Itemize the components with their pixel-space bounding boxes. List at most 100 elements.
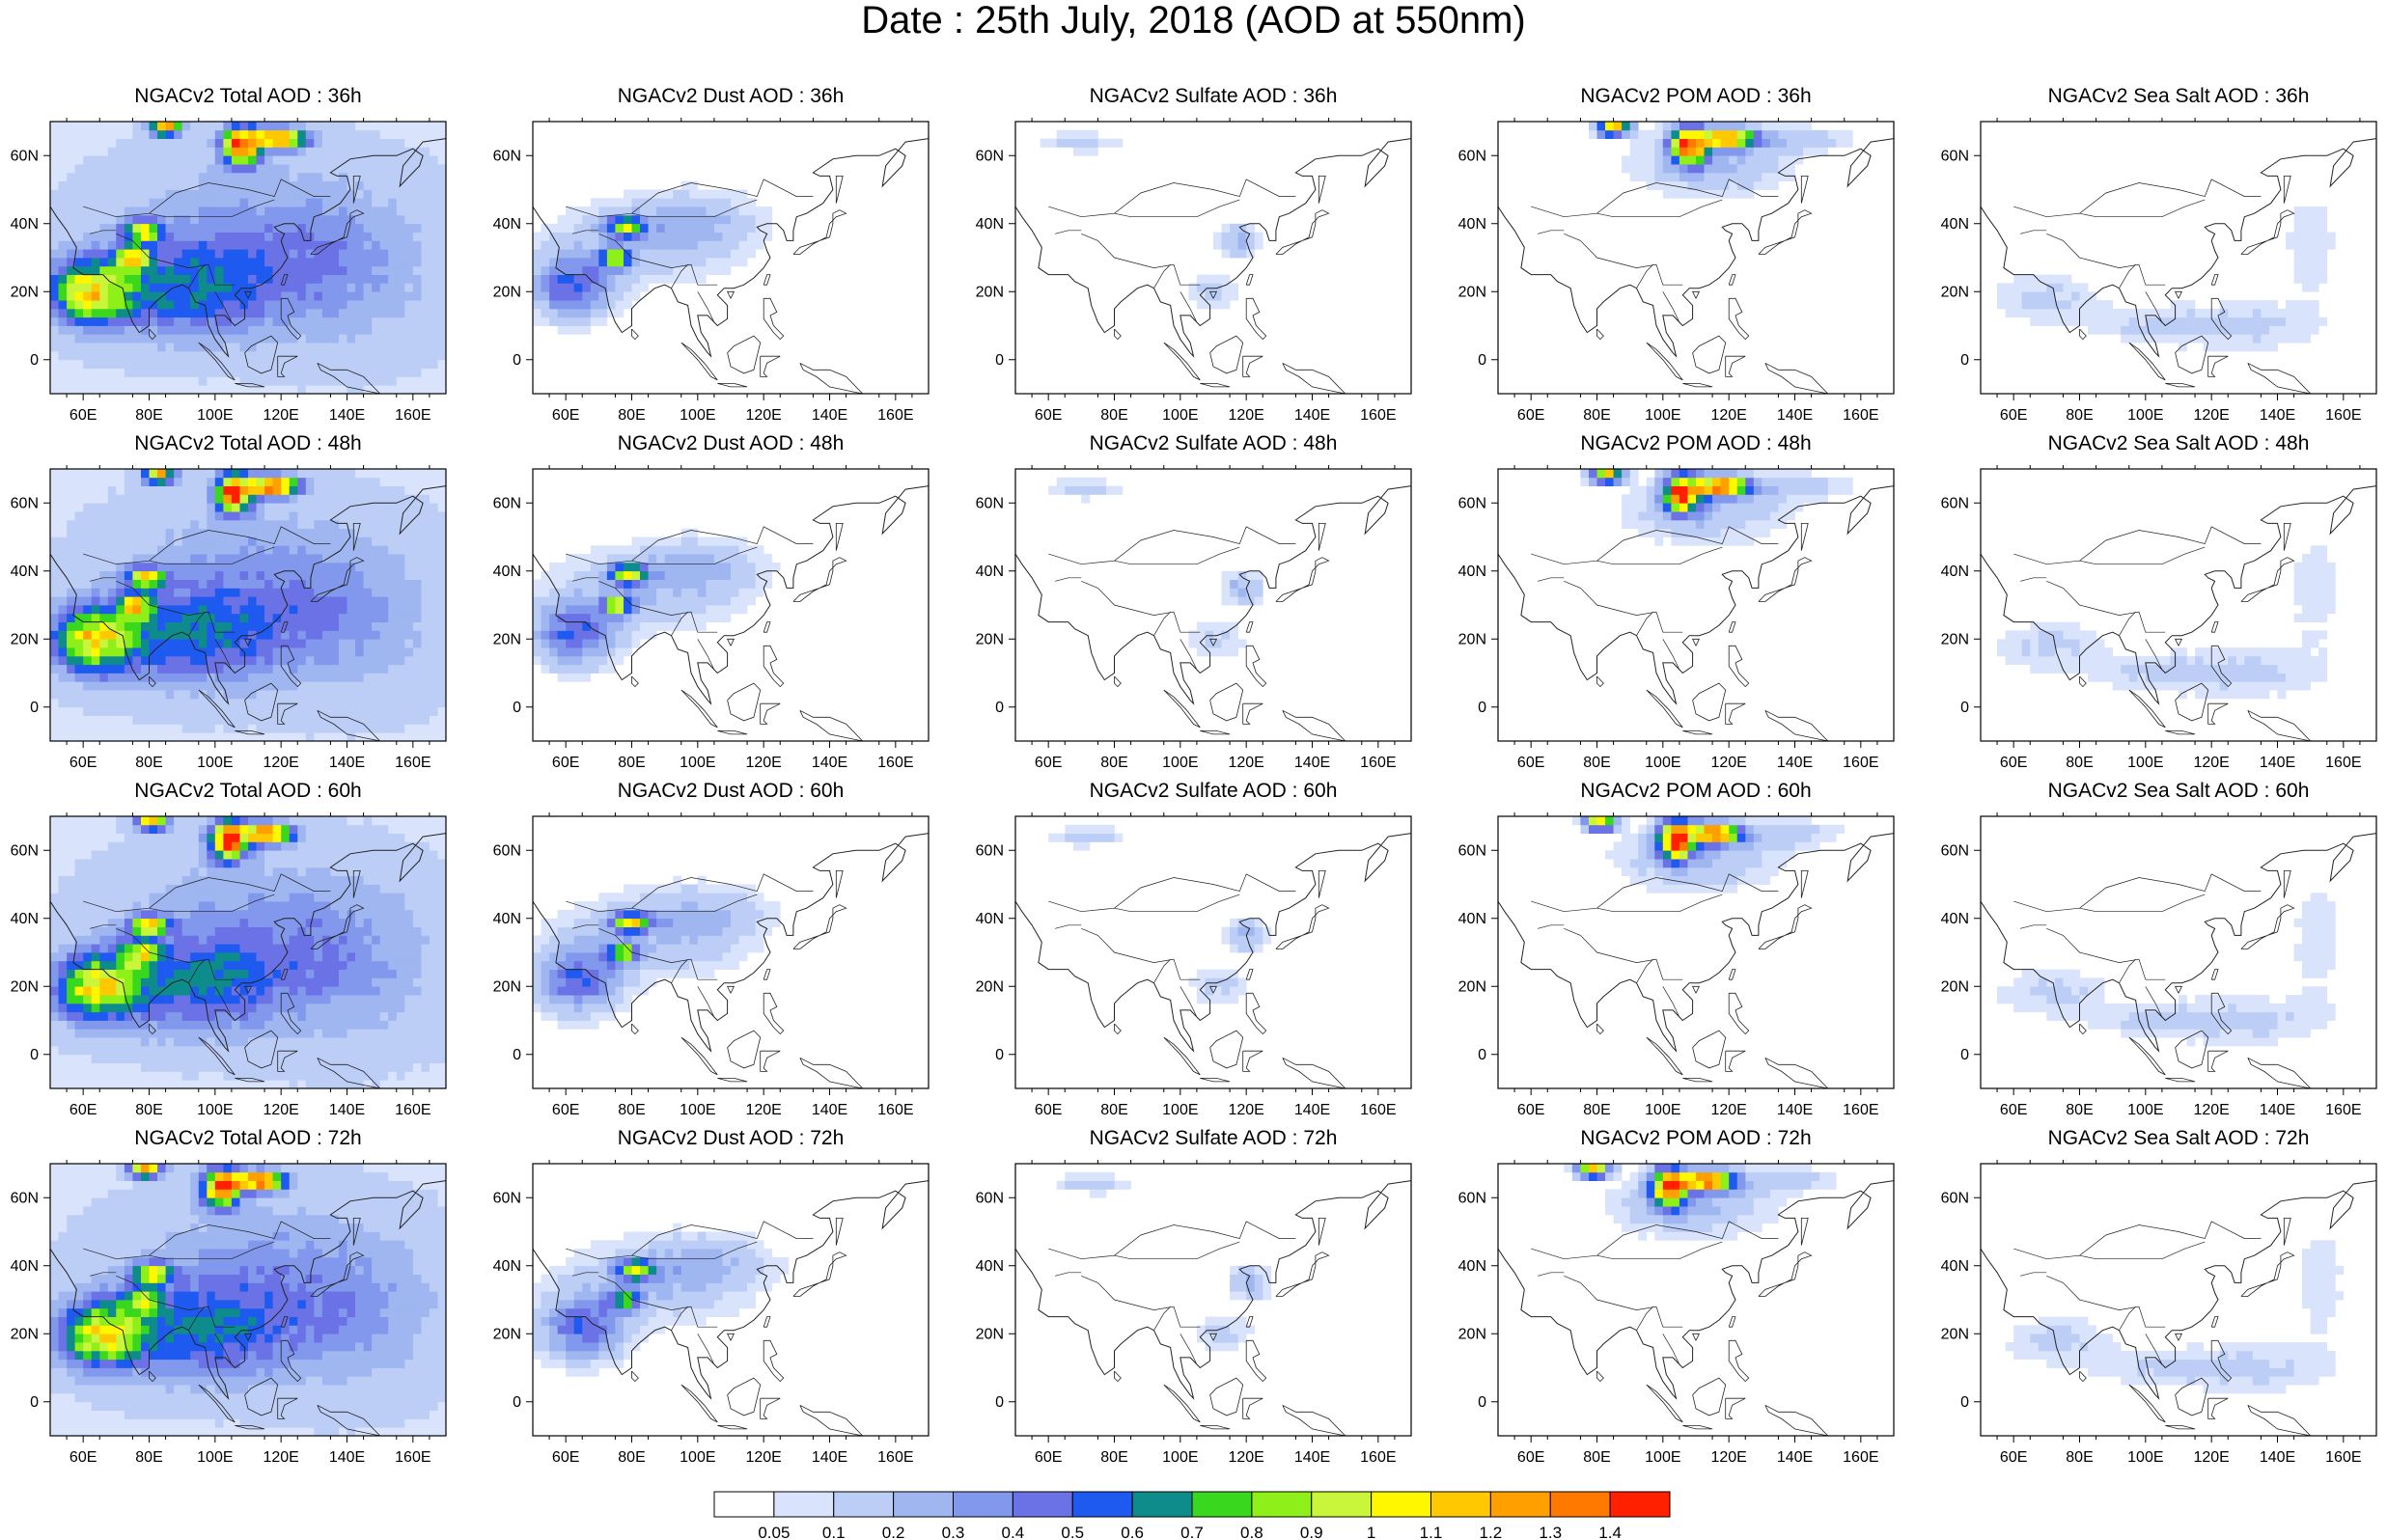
lat-tick-label: 40N bbox=[493, 911, 521, 927]
lon-tick-label: 160E bbox=[1360, 407, 1396, 424]
lon-tick-label: 120E bbox=[263, 407, 298, 424]
colorbar-label: 0.9 bbox=[1300, 1524, 1323, 1540]
lon-tick-label: 120E bbox=[263, 1449, 298, 1466]
lat-tick-label: 60N bbox=[1941, 495, 1969, 511]
map-panel: NGACv2 Total AOD : 36h 60N 40N 20N 0 60E 80E 10… bbox=[11, 85, 496, 434]
lat-tick-label: 40N bbox=[11, 564, 39, 580]
lon-tick-label: 120E bbox=[745, 407, 781, 424]
lon-tick-label: 80E bbox=[1583, 407, 1610, 424]
lat-tick-label: 20N bbox=[976, 284, 1004, 300]
colorbar-label: 0.1 bbox=[822, 1524, 846, 1540]
lon-tick-label: 80E bbox=[2066, 407, 2093, 424]
lon-tick-label: 60E bbox=[552, 755, 579, 771]
colorbar-label: 0.05 bbox=[758, 1524, 790, 1540]
lat-tick-label: 60N bbox=[11, 1190, 39, 1206]
lat-tick-label: 40N bbox=[1941, 911, 1969, 927]
lon-tick-label: 140E bbox=[1294, 407, 1330, 424]
lat-tick-label: 0 bbox=[995, 700, 1004, 716]
lat-tick-label: 20N bbox=[976, 978, 1004, 995]
lat-tick-label: 40N bbox=[1458, 564, 1486, 580]
lat-tick-label: 40N bbox=[11, 1258, 39, 1275]
lon-tick-label: 160E bbox=[1843, 1449, 1878, 1466]
lat-tick-label: 40N bbox=[11, 911, 39, 927]
panel-title: NGACv2 Sulfate AOD : 48h bbox=[1089, 432, 1338, 454]
page-title: Date : 25th July, 2018 (AOD at 550nm) bbox=[861, 0, 1526, 41]
panel-title: NGACv2 Total AOD : 36h bbox=[134, 85, 362, 107]
colorbar-label: 0.7 bbox=[1180, 1524, 1204, 1540]
lon-tick-label: 160E bbox=[1360, 1449, 1396, 1466]
map-panel: NGACv2 Dust AOD : 48h 60N 40N 20N 0 60E 80E 100… bbox=[493, 432, 979, 782]
map-panel: NGACv2 Dust AOD : 36h 60N 40N 20N 0 60E 80E 100… bbox=[493, 85, 979, 434]
lon-tick-label: 100E bbox=[1645, 755, 1680, 771]
lon-tick-label: 120E bbox=[1228, 1449, 1263, 1466]
lon-tick-label: 100E bbox=[1162, 407, 1198, 424]
lon-tick-label: 60E bbox=[1035, 1449, 1062, 1466]
lon-tick-label: 160E bbox=[1843, 407, 1878, 424]
lon-tick-label: 60E bbox=[552, 407, 579, 424]
lat-tick-label: 20N bbox=[493, 1326, 521, 1342]
lon-tick-label: 140E bbox=[329, 1449, 365, 1466]
lat-tick-label: 0 bbox=[513, 352, 521, 369]
aod-map: 60N 40N 20N 0 60E 80E 100E 120E 140E 160E bbox=[976, 812, 1412, 1118]
panel-title: NGACv2 Sea Salt AOD : 48h bbox=[2047, 432, 2310, 454]
lon-tick-label: 120E bbox=[1228, 407, 1263, 424]
map-panel: NGACv2 POM AOD : 72h 60N 40N 20N 0 60E 80E 100E… bbox=[1458, 1127, 1944, 1476]
lon-tick-label: 160E bbox=[2325, 1449, 2361, 1466]
map-panel: NGACv2 Total AOD : 72h 60N 40N 20N 0 60E 80E 10… bbox=[11, 1127, 496, 1476]
lat-tick-label: 0 bbox=[995, 352, 1004, 369]
lat-tick-label: 20N bbox=[1941, 1326, 1969, 1342]
panel-title: NGACv2 POM AOD : 72h bbox=[1580, 1127, 1812, 1149]
lat-tick-label: 20N bbox=[1941, 631, 1969, 647]
lon-tick-label: 100E bbox=[680, 407, 715, 424]
lon-tick-label: 100E bbox=[680, 1449, 715, 1466]
lon-tick-label: 140E bbox=[329, 407, 365, 424]
lon-tick-label: 120E bbox=[745, 755, 781, 771]
lon-tick-label: 160E bbox=[395, 755, 430, 771]
lon-tick-label: 140E bbox=[329, 1102, 365, 1118]
lon-tick-label: 120E bbox=[745, 1102, 781, 1118]
aod-map: 60N 40N 20N 0 60E 80E 100E 120E 140E 160E bbox=[493, 465, 930, 771]
map-panel: NGACv2 Sulfate AOD : 36h 60N 40N 20N 0 60E 80E… bbox=[976, 85, 1461, 434]
lon-tick-label: 100E bbox=[197, 755, 233, 771]
lat-tick-label: 0 bbox=[513, 700, 521, 716]
lon-tick-label: 60E bbox=[69, 755, 97, 771]
lon-tick-label: 140E bbox=[812, 407, 847, 424]
aod-map: 60N 40N 20N 0 60E 80E 100E 120E 140E 160E bbox=[1941, 812, 2377, 1118]
aod-map: 60N 40N 20N 0 60E 80E 100E 120E 140E 160E bbox=[1941, 1160, 2377, 1466]
panel-title: NGACv2 Total AOD : 72h bbox=[134, 1127, 362, 1149]
lon-tick-label: 120E bbox=[1710, 407, 1746, 424]
lon-tick-label: 160E bbox=[395, 1102, 430, 1118]
colorbar-swatch bbox=[713, 1491, 775, 1518]
lat-tick-label: 0 bbox=[1478, 1394, 1486, 1411]
lat-tick-label: 40N bbox=[1941, 1258, 1969, 1275]
lat-tick-label: 60N bbox=[493, 842, 521, 859]
map-panel: NGACv2 Sulfate AOD : 60h 60N 40N 20N 0 60E 80E… bbox=[976, 780, 1461, 1129]
lon-tick-label: 60E bbox=[1517, 407, 1544, 424]
lat-tick-label: 40N bbox=[493, 216, 521, 233]
lon-tick-label: 100E bbox=[2127, 755, 2163, 771]
lat-tick-label: 20N bbox=[976, 631, 1004, 647]
lon-tick-label: 160E bbox=[1843, 1102, 1878, 1118]
lat-tick-label: 20N bbox=[1458, 284, 1486, 300]
colorbar-label: 0.2 bbox=[882, 1524, 905, 1540]
panel-title: NGACv2 Sea Salt AOD : 72h bbox=[2047, 1127, 2310, 1149]
colorbar-swatch bbox=[1131, 1491, 1193, 1518]
lon-tick-label: 80E bbox=[1583, 755, 1610, 771]
colorbar-label: 0.4 bbox=[1002, 1524, 1025, 1540]
panel-title: NGACv2 Sulfate AOD : 72h bbox=[1089, 1127, 1338, 1149]
aod-map: 60N 40N 20N 0 60E 80E 100E 120E 140E 160E bbox=[1458, 465, 1895, 771]
lat-tick-label: 60N bbox=[493, 1190, 521, 1206]
lat-tick-label: 0 bbox=[995, 1047, 1004, 1063]
lon-tick-label: 60E bbox=[69, 407, 97, 424]
lon-tick-label: 120E bbox=[1710, 1449, 1746, 1466]
lon-tick-label: 120E bbox=[1228, 1102, 1263, 1118]
lon-tick-label: 160E bbox=[877, 755, 913, 771]
lat-tick-label: 40N bbox=[1941, 564, 1969, 580]
lat-tick-label: 0 bbox=[1960, 700, 1969, 716]
map-panel: NGACv2 Sea Salt AOD : 60h 60N 40N 20N 0 60E 80… bbox=[1941, 780, 2387, 1129]
lon-tick-label: 60E bbox=[2000, 1449, 2027, 1466]
lon-tick-label: 80E bbox=[1583, 1449, 1610, 1466]
lon-tick-label: 100E bbox=[1645, 1102, 1680, 1118]
lon-tick-label: 140E bbox=[329, 755, 365, 771]
lon-tick-label: 160E bbox=[1360, 755, 1396, 771]
